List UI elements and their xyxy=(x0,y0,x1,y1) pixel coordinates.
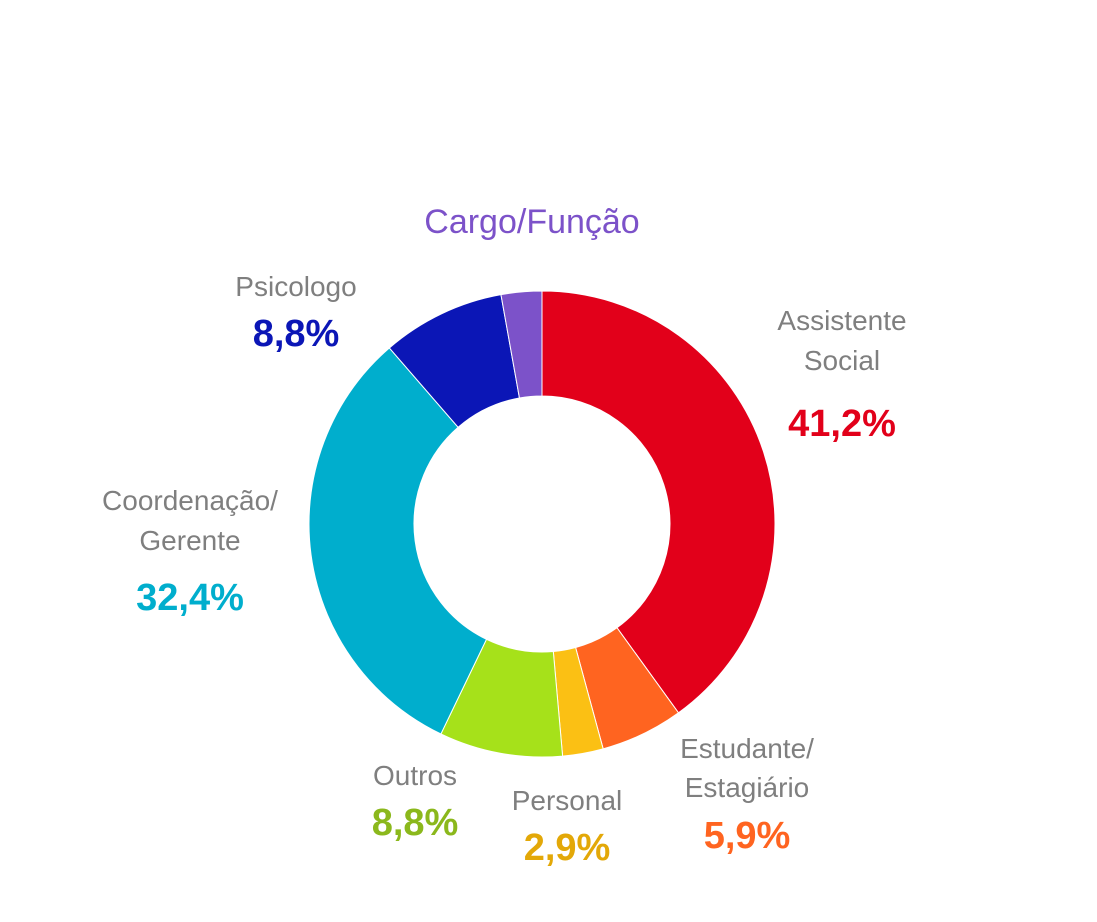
slice-label-0-line-0: Assistente xyxy=(777,305,906,336)
slice-label-5-line-0: Psicologo xyxy=(235,271,356,302)
slice-label-0-line-1: Social xyxy=(804,345,880,376)
slice-6 xyxy=(500,290,543,399)
slice-label-3-line-0: Outros xyxy=(373,760,457,791)
slice-label-4-line-0: Coordenação/ xyxy=(102,485,278,516)
slice-label-1-line-0: Estudante/ xyxy=(680,733,814,764)
slice-label-4-line-1: Gerente xyxy=(139,525,240,556)
labels-layer: Assistente Social 41,2% Estudante/Estagiári… xyxy=(102,271,907,869)
slices-layer xyxy=(308,290,776,758)
slice-0 xyxy=(541,290,776,714)
slice-value-0: 41,2% xyxy=(788,403,896,445)
slice-value-5: 8,8% xyxy=(253,313,340,355)
slice-4 xyxy=(308,347,488,735)
slice-label-2-line-0: Personal xyxy=(512,785,623,816)
chart-title: Cargo/Função xyxy=(424,203,639,241)
slice-value-2: 2,9% xyxy=(524,827,611,869)
slice-label-1-line-1: Estagiário xyxy=(685,772,810,803)
slice-value-1: 5,9% xyxy=(704,815,791,857)
slice-value-4: 32,4% xyxy=(136,577,244,619)
slice-value-3: 8,8% xyxy=(372,802,459,844)
